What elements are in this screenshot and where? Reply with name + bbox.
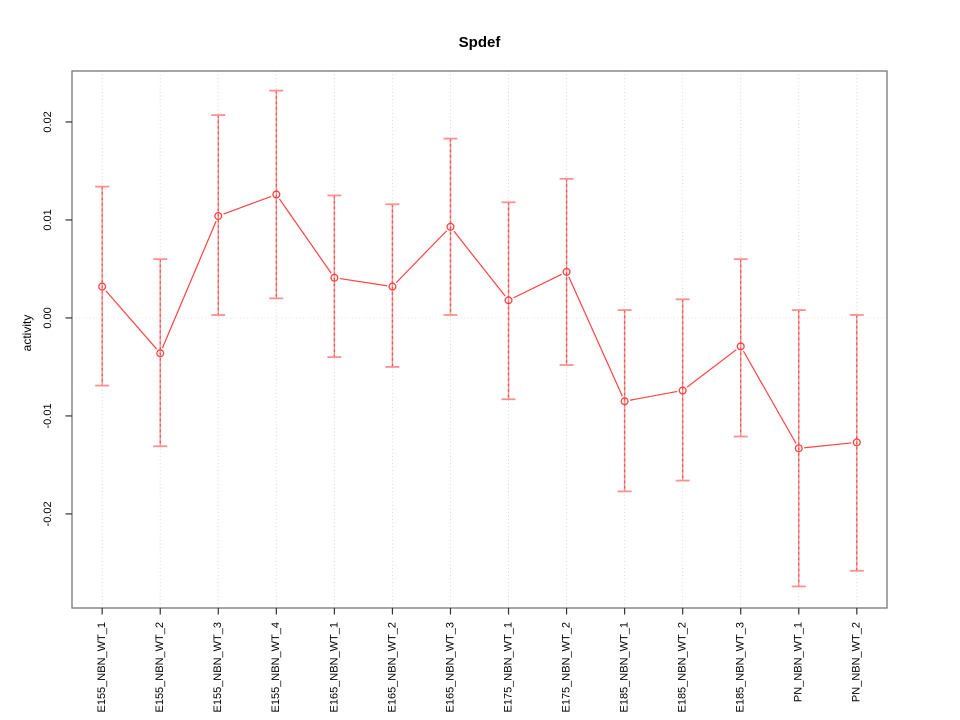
data-point-marker [562,267,571,276]
series-segment [629,390,678,401]
series-segment [686,349,737,388]
chart-title: Spdef [458,34,501,51]
data-point-marker [620,397,629,406]
x-tick-label: E185_NBN_WT_3 [735,622,747,713]
x-tick-label: E165_NBN_WT_1 [328,622,340,713]
data-point-marker [736,342,745,351]
data-point-marker [98,282,107,291]
series-segment [339,277,388,287]
y-tick-label: -0.01 [42,403,54,428]
x-tick-label: PN_NBN_WT_1 [793,622,805,702]
x-tick-label: PN_NBN_WT_2 [851,622,863,702]
x-tick-label: E165_NBN_WT_3 [444,622,456,713]
data-point-marker [446,222,455,231]
series-segment [161,220,217,349]
x-tick-label: E155_NBN_WT_1 [96,622,108,713]
data-point-marker [388,282,397,291]
x-tick-label: E155_NBN_WT_4 [270,622,282,713]
series-segment [568,276,623,397]
series-segment [453,230,506,297]
data-point-marker [330,273,339,282]
x-tick-label: E175_NBN_WT_1 [502,622,514,713]
data-point-marker [272,190,281,199]
series-segment [395,230,448,284]
x-tick-label: E155_NBN_WT_2 [154,622,166,713]
x-tick-label: E155_NBN_WT_3 [212,622,224,713]
series-segment [742,350,797,444]
series-segment [513,273,562,299]
x-tick-label: E165_NBN_WT_2 [386,622,398,713]
y-tick-label: -0.02 [42,501,54,526]
series-segment [278,198,332,274]
plot-frame [71,70,888,609]
series-segment [804,442,852,449]
y-tick-label: 0.02 [42,111,54,132]
y-tick-label: 0.01 [42,209,54,230]
data-point-marker [156,349,165,358]
y-tick-label: 0.00 [42,307,54,328]
data-point-marker [214,211,223,221]
x-tick-label: E185_NBN_WT_2 [677,622,689,713]
x-tick-label: E185_NBN_WT_1 [619,622,631,713]
y-axis-label: activity [20,314,34,352]
data-point-marker [794,444,803,453]
data-point-marker [852,438,861,447]
data-point-marker [678,386,687,395]
data-point-marker [504,296,513,305]
series-segment [105,290,158,350]
x-tick-label: E175_NBN_WT_2 [560,622,572,713]
series-segment [223,195,272,215]
